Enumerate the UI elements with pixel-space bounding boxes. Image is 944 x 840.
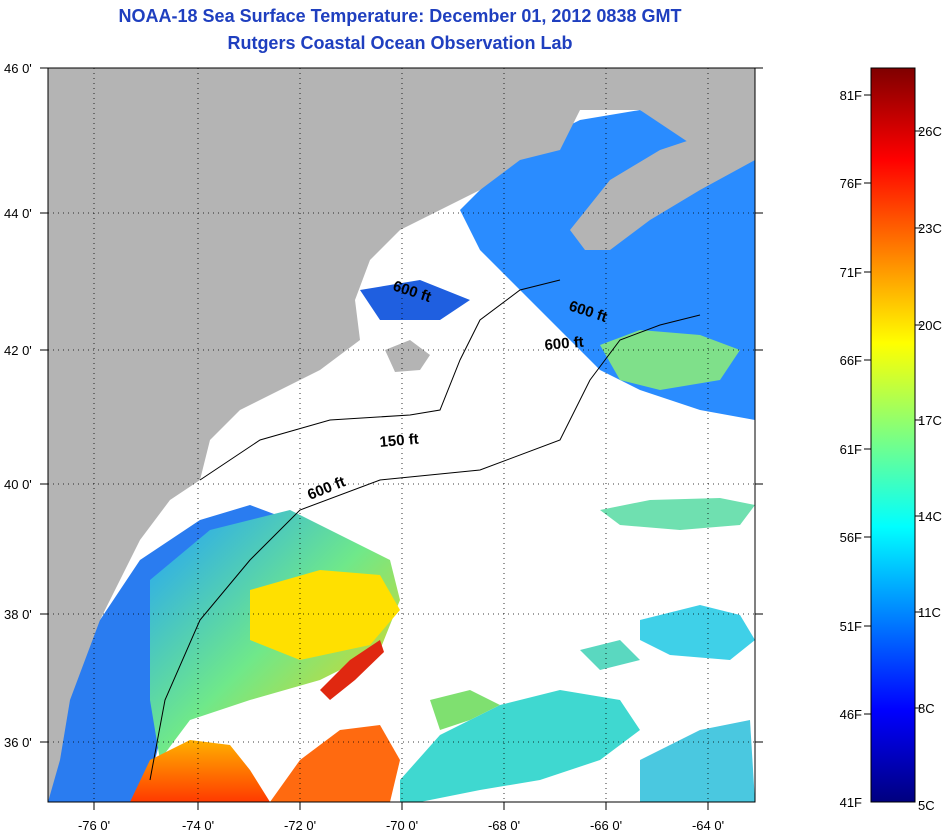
sst-offshore-orange xyxy=(270,725,400,802)
lat-label-42: 42 0' xyxy=(4,343,32,358)
land-us-northeast xyxy=(48,68,755,802)
sst-east-blobs xyxy=(640,720,755,802)
sst-offshore-green xyxy=(430,690,500,730)
axis-ticks xyxy=(40,67,763,810)
land-nova-scotia xyxy=(570,120,755,250)
sst-east-patch-1 xyxy=(600,498,755,530)
lat-label-40: 40 0' xyxy=(4,477,32,492)
lon-label-70: -70 0' xyxy=(386,818,418,833)
sst-warm-yellow xyxy=(250,570,400,660)
map-title: NOAA-18 Sea Surface Temperature: Decembe… xyxy=(118,6,682,26)
sst-east-patch-3 xyxy=(580,640,640,670)
lat-label-46: 46 0' xyxy=(4,61,32,76)
lat-label-36: 36 0' xyxy=(4,735,32,750)
contour-150ft xyxy=(199,279,561,481)
lon-label-66: -66 0' xyxy=(590,818,622,833)
sst-gulfstream-red xyxy=(130,740,270,802)
sst-offshore-cyan xyxy=(400,690,640,802)
map-subtitle: Rutgers Coastal Ocean Observation Lab xyxy=(227,33,573,53)
lon-label-72: -72 0' xyxy=(284,818,316,833)
contour-label-4: 150 ft xyxy=(379,431,420,451)
lat-label-38: 38 0' xyxy=(4,607,32,622)
contour-label-3: 600 ft xyxy=(544,334,585,354)
lon-label-74: -74 0' xyxy=(182,818,214,833)
lon-label-76: -76 0' xyxy=(78,818,110,833)
lon-label-68: -68 0' xyxy=(488,818,520,833)
lat-label-44: 44 0' xyxy=(4,206,32,221)
land-cape-cod xyxy=(385,340,430,372)
sst-east-patch-2 xyxy=(640,605,755,660)
contour-600ft-shelf xyxy=(149,314,701,781)
sst-offshore-red-streak xyxy=(320,640,384,700)
sst-scotian-green xyxy=(600,330,740,390)
lon-label-64: -64 0' xyxy=(692,818,724,833)
sst-gom-blue xyxy=(360,280,470,320)
